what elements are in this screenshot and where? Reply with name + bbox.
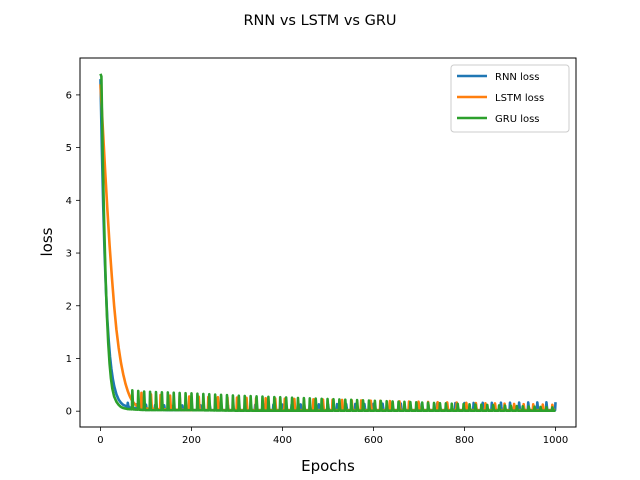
x-axis: 0 200 400 600 800 1000 bbox=[97, 427, 568, 446]
series-line-3 bbox=[99, 73, 557, 412]
y-tick-label: 4 bbox=[66, 196, 72, 207]
x-tick-label: 1000 bbox=[543, 435, 568, 446]
x-tick-label: 200 bbox=[182, 435, 201, 446]
y-tick-label: 3 bbox=[66, 249, 72, 260]
plot-area bbox=[79, 57, 577, 428]
legend-label: LSTM loss bbox=[495, 93, 544, 104]
y-tick-label: 5 bbox=[66, 143, 72, 154]
legend: RNN loss LSTM loss GRU loss bbox=[450, 64, 570, 133]
y-tick-label: 2 bbox=[66, 301, 72, 312]
legend-label: GRU loss bbox=[495, 114, 540, 125]
legend-label: RNN loss bbox=[495, 72, 539, 83]
chart-title: RNN vs LSTM vs GRU bbox=[243, 13, 396, 29]
x-tick-label: 0 bbox=[97, 435, 103, 446]
y-axis: 0 1 2 3 4 5 6 bbox=[66, 90, 80, 418]
plot-frame bbox=[79, 57, 577, 428]
x-tick-label: 400 bbox=[273, 435, 292, 446]
x-axis-label: Epochs bbox=[301, 457, 355, 475]
x-tick-label: 600 bbox=[364, 435, 383, 446]
y-tick-label: 6 bbox=[66, 90, 72, 101]
series-layer bbox=[99, 73, 557, 412]
y-tick-label: 0 bbox=[66, 407, 72, 418]
y-tick-label: 1 bbox=[66, 354, 72, 365]
y-axis-label: loss bbox=[38, 227, 56, 256]
series-line-2 bbox=[99, 84, 557, 412]
legend-box bbox=[450, 64, 570, 133]
x-tick-label: 800 bbox=[455, 435, 474, 446]
